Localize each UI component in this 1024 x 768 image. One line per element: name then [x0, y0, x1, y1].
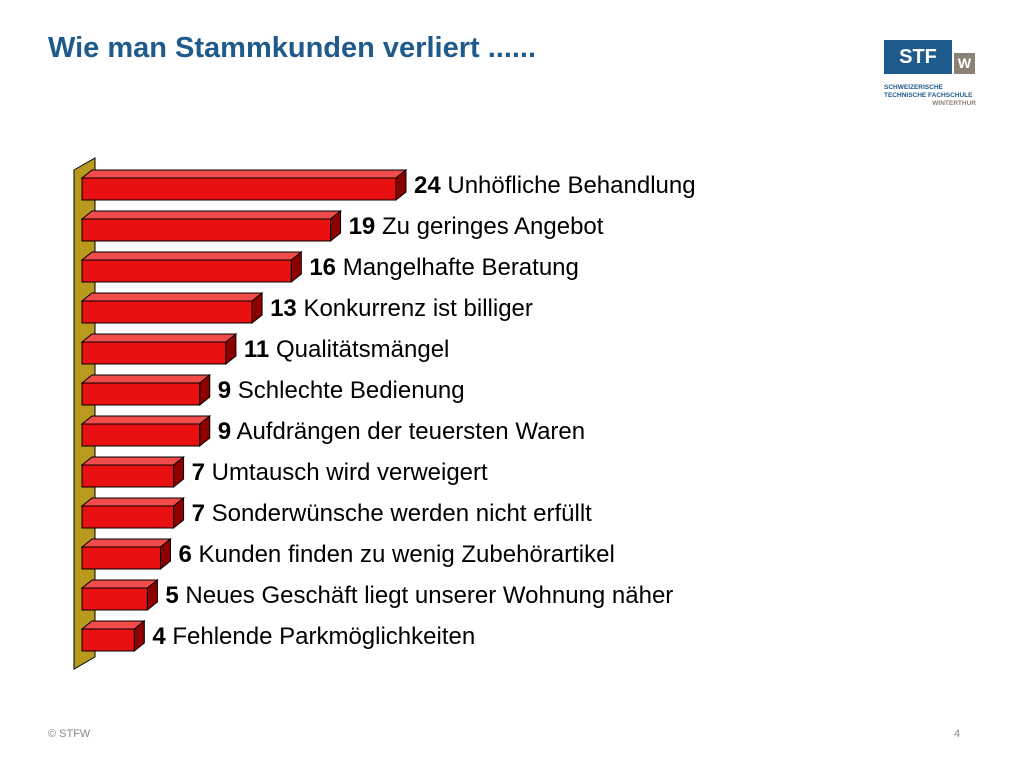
stfw-logo: STF W SCHWEIZERISCHE TECHNISCHE FACHSCHU…	[884, 40, 976, 108]
bar-top-face	[80, 456, 186, 466]
bar-category: Kunden finden zu wenig Zubehörartikel	[192, 541, 615, 568]
bar-top-face	[80, 579, 159, 589]
bar-front-face	[81, 300, 253, 324]
bar-front-face	[81, 382, 201, 406]
bar-6	[80, 373, 212, 407]
bar-label-7: 9 Aufdrängen der teuersten Waren	[218, 418, 585, 445]
bar-3	[80, 250, 303, 284]
bar-top-face	[80, 497, 186, 507]
footer-copyright: © STFW	[48, 728, 91, 740]
bar-11	[80, 578, 159, 612]
bar-top-face	[80, 620, 146, 630]
bar-category: Schlechte Bedienung	[231, 377, 465, 404]
bar-front-face	[81, 464, 175, 488]
bar-value: 4	[152, 623, 166, 650]
bar-category: Sonderwünsche werden nicht erfüllt	[205, 500, 592, 527]
bar-top-face	[80, 374, 212, 384]
bar-label-3: 16 Mangelhafte Beratung	[309, 254, 579, 281]
bar-category: Konkurrenz ist billiger	[297, 295, 533, 322]
bar-top-face	[80, 333, 238, 343]
bar-value: 19	[349, 213, 376, 240]
bar-value: 5	[165, 582, 178, 609]
bar-side-face	[199, 373, 211, 407]
bar-front-face	[81, 505, 175, 529]
bar-value: 24	[414, 172, 441, 199]
logo-line-3: WINTERTHUR	[932, 100, 976, 107]
bar-side-face	[160, 537, 171, 571]
bar-label-9: 7 Sonderwünsche werden nicht erfüllt	[192, 500, 593, 527]
bar-side-face	[395, 168, 407, 202]
bar-2	[80, 209, 343, 243]
bar-category: Umtausch wird verweigert	[205, 459, 488, 486]
bar-category: Unhöfliche Behandlung	[441, 172, 696, 199]
logo-line-2: TECHNISCHE FACHSCHULE	[884, 92, 973, 99]
bar-top-face	[80, 210, 343, 220]
bar-4	[80, 291, 264, 325]
bar-value: 11	[244, 336, 269, 363]
bar-side-face	[146, 578, 158, 612]
bar-side-face	[330, 209, 342, 243]
bar-label-1: 24 Unhöfliche Behandlung	[414, 172, 696, 199]
bar-category: Aufdrängen der teuersten Waren	[231, 418, 585, 445]
bar-label-8: 7 Umtausch wird verweigert	[192, 459, 488, 486]
bar-category: Zu geringes Angebot	[375, 213, 603, 240]
logo-w-box: W	[954, 53, 975, 74]
bar-side-face	[225, 332, 237, 366]
slide-title: Wie man Stammkunden verliert ......	[48, 32, 537, 64]
bar-front-face	[81, 587, 148, 611]
bar-10	[80, 537, 172, 571]
bar-label-12: 4 Fehlende Parkmöglichkeiten	[152, 623, 475, 650]
bar-side-face	[199, 414, 211, 448]
bar-label-4: 13 Konkurrenz ist billiger	[270, 295, 533, 322]
bar-7	[80, 414, 212, 448]
bar-front-face	[81, 341, 227, 365]
bar-top-face	[80, 538, 172, 548]
bar-category: Mangelhafte Beratung	[336, 254, 579, 281]
bar-top-face	[80, 169, 408, 179]
bar-front-face	[81, 259, 292, 283]
bar-category: Neues Geschäft liegt unserer Wohnung näh…	[179, 582, 674, 609]
bar-value: 7	[192, 500, 205, 527]
page-number: 4	[954, 728, 961, 740]
bar-top-face	[80, 251, 303, 261]
bar-value: 9	[218, 377, 231, 404]
bar-front-face	[81, 218, 332, 242]
bar-label-6: 9 Schlechte Bedienung	[218, 377, 465, 404]
bar-5	[80, 332, 238, 366]
bar-category: Fehlende Parkmöglichkeiten	[166, 623, 476, 650]
bar-front-face	[81, 628, 135, 652]
bar-value: 13	[270, 295, 297, 322]
bar-8	[80, 455, 186, 489]
bar-value: 16	[309, 254, 336, 281]
logo-stf-box: STF	[884, 40, 952, 74]
bar-9	[80, 496, 186, 530]
bar-category: Qualitätsmängel	[269, 336, 449, 363]
bar-value: 7	[192, 459, 205, 486]
bar-side-face	[290, 250, 302, 284]
bar-top-face	[80, 292, 264, 302]
bar-value: 6	[179, 541, 192, 568]
bar-label-2: 19 Zu geringes Angebot	[349, 213, 604, 240]
bar-label-5: 11 Qualitätsmängel	[244, 336, 449, 363]
bar-side-face	[173, 496, 185, 530]
bar-side-face	[173, 455, 185, 489]
bar-side-face	[133, 619, 145, 653]
logo-line-1: SCHWEIZERISCHE	[884, 84, 943, 91]
bar-front-face	[81, 177, 397, 201]
bar-1	[80, 168, 408, 202]
bar-12	[80, 619, 146, 653]
bar-label-11: 5 Neues Geschäft liegt unserer Wohnung n…	[165, 582, 673, 609]
bar-side-face	[251, 291, 263, 325]
bar-top-face	[80, 415, 212, 425]
bar-label-10: 6 Kunden finden zu wenig Zubehörartikel	[179, 541, 615, 568]
bar-front-face	[81, 423, 201, 447]
bar-value: 9	[218, 418, 231, 445]
bar-front-face	[81, 546, 161, 570]
